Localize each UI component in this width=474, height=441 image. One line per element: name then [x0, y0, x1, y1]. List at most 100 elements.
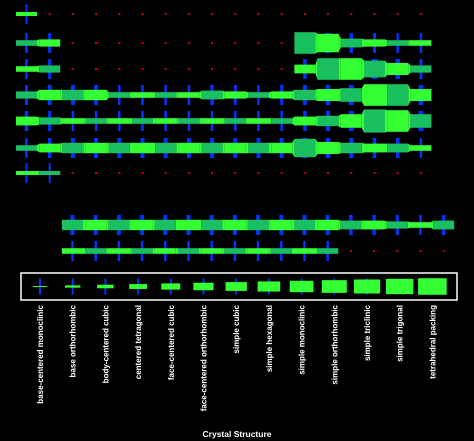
cell-glyph — [317, 33, 339, 53]
cell-glyph — [248, 142, 269, 154]
legend-label-layer: base-centered monoclinic base orthorhombi… — [36, 304, 437, 411]
cell-connector — [361, 84, 364, 106]
cell-connector — [60, 117, 63, 125]
cell-glyph — [131, 248, 153, 254]
legend-category-label: face-centered orthorhombic — [200, 304, 209, 411]
empty-cell-marker — [419, 172, 422, 174]
empty-cell-marker — [187, 42, 190, 44]
legend-category-label: base-centered monoclinic — [36, 304, 45, 403]
cell-glyph — [294, 32, 316, 54]
cell-connector — [176, 92, 179, 98]
cell-connector — [60, 142, 63, 154]
cell-glyph — [271, 118, 293, 124]
empty-cell-marker — [257, 172, 260, 174]
empty-cell-marker — [257, 68, 260, 70]
empty-cell-marker — [257, 42, 260, 44]
cell-glyph — [410, 40, 432, 46]
cell-glyph — [108, 142, 130, 154]
cell-connector — [269, 142, 272, 154]
cell-glyph — [201, 248, 223, 254]
empty-cell-marker — [71, 172, 74, 174]
cell-glyph — [62, 118, 84, 124]
empty-cell-marker — [396, 13, 399, 15]
cell-glyph — [364, 60, 385, 78]
empty-cell-marker — [141, 172, 144, 174]
cell-glyph — [224, 118, 246, 124]
cell-connector — [292, 138, 295, 158]
cell-connector — [408, 84, 411, 106]
empty-cell-marker — [349, 250, 352, 252]
cell-connector — [106, 89, 109, 101]
cell-glyph — [387, 40, 409, 46]
cell-connector — [338, 142, 341, 154]
cell-connector — [338, 219, 341, 231]
cell-connector — [37, 171, 40, 175]
cell-glyph — [340, 114, 362, 128]
empty-cell-marker — [280, 13, 283, 15]
cell-connector — [199, 248, 202, 254]
legend-category-label: simple hexagonal — [265, 305, 274, 372]
legend-glyph — [386, 278, 414, 295]
cell-connector — [431, 220, 434, 230]
cell-connector — [83, 219, 86, 231]
empty-cell-marker — [48, 13, 51, 15]
legend-category-label: simple monoclinic — [298, 304, 307, 374]
cell-connector — [361, 109, 364, 133]
cell-connector — [176, 118, 179, 124]
empty-cell-marker — [95, 172, 98, 174]
cell-connector — [315, 58, 318, 80]
legend-glyph — [193, 282, 214, 291]
cell-glyph — [85, 118, 107, 124]
cell-glyph — [62, 89, 84, 101]
cell-connector — [361, 220, 364, 230]
cell-glyph — [39, 65, 61, 73]
cell-glyph — [16, 40, 37, 46]
cell-glyph — [16, 66, 37, 72]
empty-cell-marker — [118, 68, 121, 70]
empty-cell-marker — [187, 172, 190, 174]
cell-glyph — [62, 142, 84, 154]
legend-category-label: simple orthorhombic — [330, 304, 339, 384]
cell-glyph — [247, 248, 269, 254]
cell-connector — [153, 92, 156, 98]
empty-cell-marker — [71, 42, 74, 44]
cell-glyph — [410, 145, 432, 151]
cell-connector — [245, 118, 248, 124]
cell-connector — [245, 91, 248, 99]
legend-glyph — [289, 280, 314, 293]
empty-cell-marker — [164, 13, 167, 15]
cell-connector — [199, 219, 202, 231]
cell-connector — [385, 143, 388, 153]
cell-glyph — [16, 145, 37, 151]
cell-connector — [60, 89, 63, 101]
cell-connector — [269, 91, 272, 99]
cell-glyph — [270, 219, 292, 231]
cell-glyph — [294, 116, 316, 126]
cell-glyph — [224, 219, 246, 231]
legend-category-label: base orthorhombic — [69, 304, 78, 377]
cell-glyph — [410, 65, 432, 73]
empty-cell-marker — [164, 42, 167, 44]
cell-glyph — [271, 91, 293, 99]
cell-glyph — [387, 63, 409, 75]
empty-cell-marker — [442, 250, 445, 252]
cell-glyph — [178, 118, 200, 124]
cell-connector — [129, 118, 132, 124]
empty-cell-marker — [234, 68, 237, 70]
cell-connector — [199, 118, 202, 124]
cell-glyph — [16, 91, 37, 99]
cell-glyph — [201, 90, 223, 100]
empty-cell-marker — [327, 172, 330, 174]
cell-glyph — [108, 92, 130, 98]
cell-glyph — [364, 84, 385, 106]
empty-cell-marker — [95, 13, 98, 15]
legend-glyph — [418, 278, 447, 295]
cell-glyph — [340, 58, 362, 80]
empty-cell-marker — [187, 68, 190, 70]
cell-connector — [83, 118, 86, 124]
cell-glyph — [224, 91, 246, 99]
empty-cell-marker — [303, 13, 306, 15]
empty-cell-marker — [141, 13, 144, 15]
cell-connector — [338, 58, 341, 80]
